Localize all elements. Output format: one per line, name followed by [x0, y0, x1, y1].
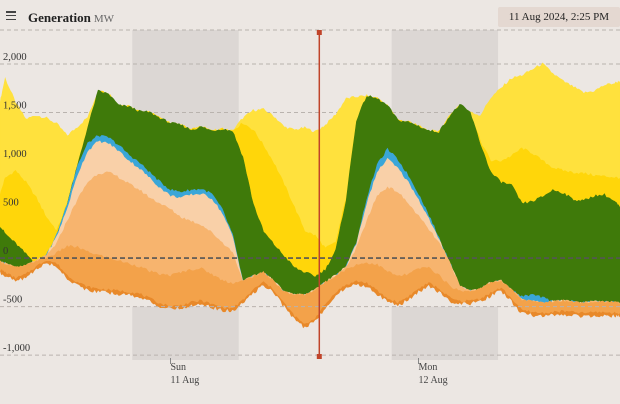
y-tick-label: 0 — [3, 246, 8, 257]
chart-header: Generation MW 11 Aug 2024, 2:25 PM — [0, 0, 620, 30]
cursor-handle-top — [316, 30, 322, 35]
chart-title: Generation MW — [28, 10, 114, 26]
cursor-handle-bottom — [316, 354, 322, 359]
y-tick-label: -500 — [3, 295, 22, 306]
x-tick-label-date: 11 Aug — [171, 375, 200, 386]
y-tick-label: 1,000 — [3, 149, 27, 160]
time-cursor[interactable] — [316, 30, 322, 359]
series-layer — [0, 62, 620, 404]
chart-unit-label: MW — [93, 13, 114, 25]
y-tick-label: -1,000 — [3, 343, 30, 354]
y-tick-label: 2,000 — [3, 52, 27, 63]
x-axis: Sun 11 Aug Mon 12 Aug — [170, 358, 448, 386]
y-tick-label: 500 — [3, 198, 19, 209]
chart-title-text: Generation — [28, 10, 91, 25]
y-axis: 2,000 1,500 1,000 500 0 -500 -1,000 — [3, 52, 30, 354]
y-tick-label: 1,500 — [3, 101, 27, 112]
x-tick-label-day: Sun — [171, 362, 187, 373]
below-curve-background — [0, 263, 620, 404]
hamburger-menu-icon[interactable] — [6, 11, 16, 21]
x-tick-label-date: 12 Aug — [419, 375, 448, 386]
x-tick-label-day: Mon — [419, 362, 438, 373]
night-band-lower-1 — [391, 306, 499, 360]
cursor-timestamp-badge: 11 Aug 2024, 2:25 PM — [498, 7, 620, 27]
night-band-lower-0 — [132, 306, 239, 360]
